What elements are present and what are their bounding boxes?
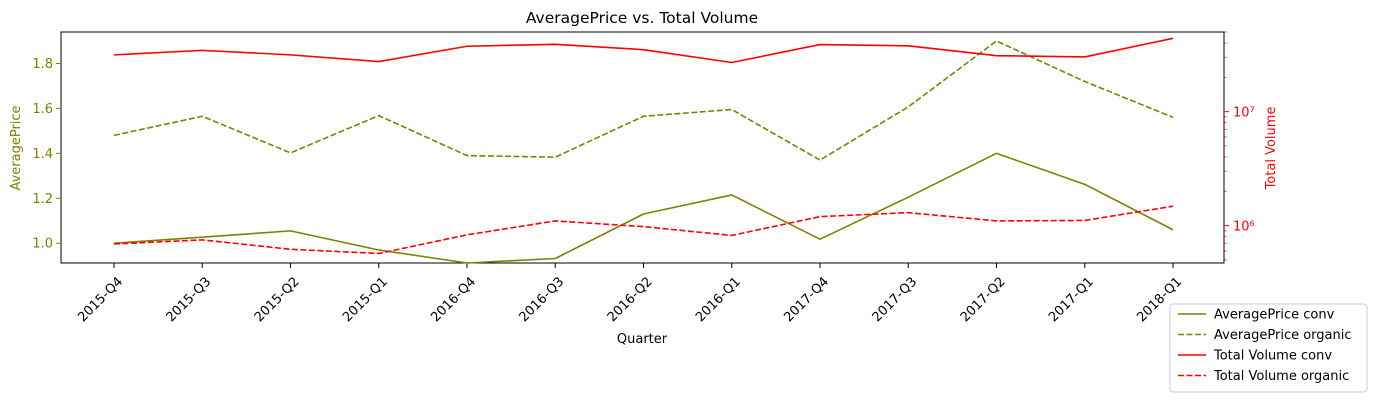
right-axis-label: Total Volume bbox=[1264, 107, 1279, 191]
legend-label: AveragePrice conv bbox=[1214, 308, 1335, 323]
x-tick-label: 2016-Q3 bbox=[517, 274, 568, 325]
legend-label: AveragePrice organic bbox=[1214, 328, 1352, 343]
x-tick-label: 2015-Q3 bbox=[164, 274, 215, 325]
x-tick-label: 2015-Q4 bbox=[75, 274, 126, 325]
plot-frame bbox=[60, 31, 1225, 264]
x-tick-label: 2017-Q4 bbox=[781, 274, 832, 325]
series-line-1 bbox=[113, 40, 1174, 161]
left-y-tick-label: 1.8 bbox=[32, 57, 53, 72]
x-tick-label: 2017-Q2 bbox=[958, 274, 1009, 325]
chart-title: AveragePrice vs. Total Volume bbox=[526, 9, 758, 27]
x-tick-label: 2016-Q2 bbox=[605, 274, 656, 325]
x-tick-label: 2015-Q2 bbox=[252, 274, 303, 325]
series-line-2 bbox=[113, 37, 1174, 64]
legend-box bbox=[1169, 303, 1368, 393]
x-tick-label: 2017-Q3 bbox=[870, 274, 921, 325]
x-tick-label: 2016-Q1 bbox=[693, 274, 744, 325]
left-axis-label: AveragePrice bbox=[9, 105, 24, 190]
x-axis-label: Quarter bbox=[617, 332, 668, 347]
x-tick-label: 2015-Q1 bbox=[340, 274, 391, 325]
x-tick-label: 2017-Q1 bbox=[1046, 274, 1097, 325]
left-y-tick-label: 1.0 bbox=[32, 237, 53, 252]
right-y-tick-label: 10⁶ bbox=[1233, 220, 1255, 235]
left-y-tick-label: 1.6 bbox=[32, 102, 53, 117]
legend-label: Total Volume conv bbox=[1213, 349, 1332, 364]
series-line-0 bbox=[113, 152, 1174, 264]
legend-label: Total Volume organic bbox=[1213, 369, 1349, 384]
series-layer bbox=[113, 37, 1174, 264]
right-y-tick-label: 10⁷ bbox=[1233, 106, 1255, 121]
left-y-tick-label: 1.2 bbox=[32, 192, 53, 207]
left-y-tick-label: 1.4 bbox=[32, 147, 53, 162]
x-tick-label: 2016-Q4 bbox=[428, 274, 479, 325]
series-line-3 bbox=[113, 205, 1174, 255]
legend: AveragePrice conv AveragePrice organic Tot… bbox=[1169, 303, 1368, 393]
